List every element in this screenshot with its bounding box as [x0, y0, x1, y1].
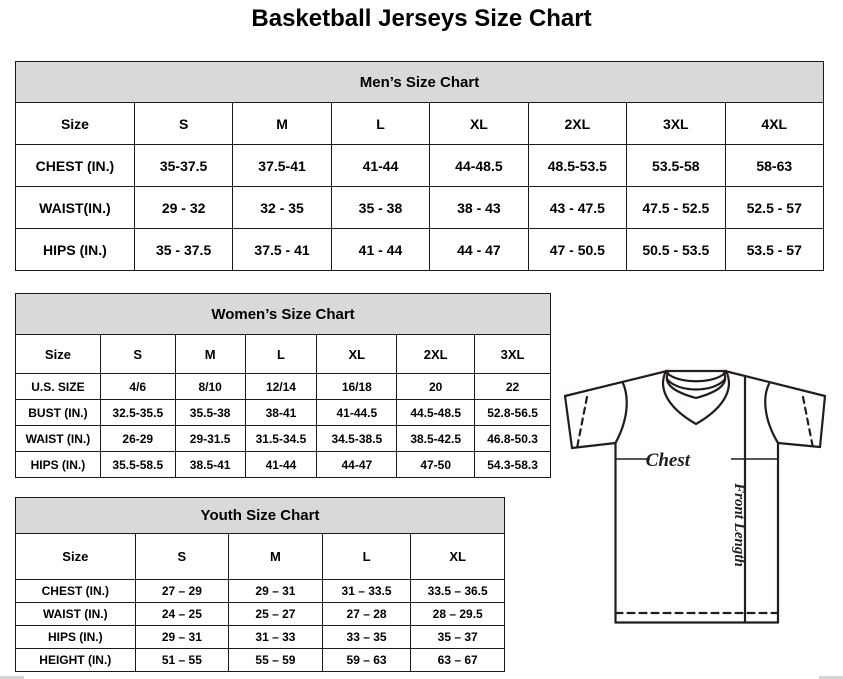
svg-text:Chest: Chest [646, 450, 691, 471]
svg-text:Front Length: Front Length [731, 482, 747, 567]
